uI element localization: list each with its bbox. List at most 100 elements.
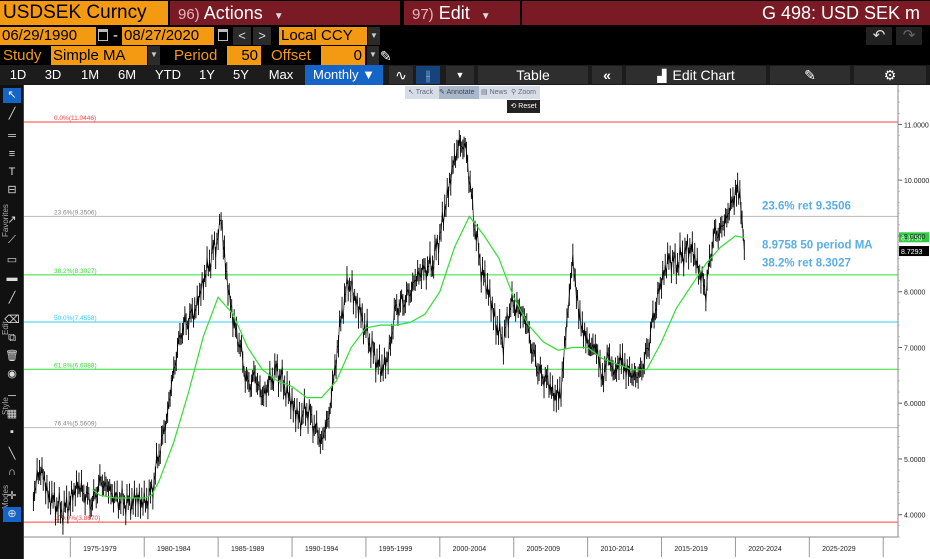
last-value-label: 8.9758: [901, 235, 923, 242]
arrow-tool-icon[interactable]: ↗: [7, 214, 17, 226]
x-period-label: 1995-1999: [379, 546, 413, 553]
color-style-icon[interactable]: ▪: [10, 426, 14, 438]
last-value-box: [899, 246, 929, 257]
fill-style-icon[interactable]: ▦: [6, 408, 18, 420]
prev-period-button[interactable]: <: [233, 27, 251, 45]
chart-type-dropdown-icon[interactable]: ▼: [446, 66, 474, 84]
track-icon: ↖: [408, 89, 414, 96]
annotate-button[interactable]: ✎ Annotate: [439, 86, 479, 99]
news-button[interactable]: ▤ News: [481, 86, 509, 99]
range-1y-button[interactable]: 1Y: [199, 67, 215, 82]
channel-tool-icon[interactable]: ⊟: [7, 184, 17, 196]
moving-average-line: [92, 215, 745, 499]
chart-toolbar: 1D 3D 1M 6M YTD 1Y 5Y Max Monthly ▼ ∿ ⫲ …: [0, 65, 930, 85]
range-6m-button[interactable]: 6M: [117, 67, 137, 82]
reset-icon: ⟲: [510, 103, 517, 110]
pencil-icon[interactable]: ✎: [380, 48, 392, 64]
pointer-tool-icon[interactable]: ↖: [3, 88, 21, 103]
news-label: News: [489, 89, 508, 96]
frequency-dropdown[interactable]: Monthly ▼: [305, 65, 383, 85]
last-value-label: 8.7293: [901, 249, 923, 256]
horizontal-line-tool-icon[interactable]: ═: [8, 130, 16, 142]
line-style-icon[interactable]: ─: [8, 390, 16, 402]
annotate-icon: ✎: [439, 89, 445, 96]
chart-area[interactable]: 0.0%(11.0446) 23.6%(9.3506) 38.2%(8.3027) 5…: [24, 85, 930, 559]
eraser-tool-icon[interactable]: ⌫: [4, 314, 20, 326]
period-field[interactable]: 50: [227, 46, 261, 65]
track-button[interactable]: ↖ Track: [408, 86, 438, 99]
trendline-tool-icon[interactable]: ╱: [8, 108, 16, 120]
copy-tool-icon[interactable]: ⧉: [8, 332, 16, 344]
edit-chart-button[interactable]: ▟ Edit Chart: [626, 66, 766, 84]
calendar-icon[interactable]: [98, 29, 108, 41]
chart-overlay-toolbar: ↖ Track ✎ Annotate ▤ News ⚲ Zoom: [405, 86, 540, 99]
zoom-button[interactable]: ⚲ Zoom: [511, 86, 539, 99]
range-5y-button[interactable]: 5Y: [233, 67, 249, 82]
range-ytd-button[interactable]: YTD: [155, 67, 181, 82]
stamp-tool-icon[interactable]: ◉: [7, 368, 17, 380]
zoom-label: Zoom: [518, 89, 536, 96]
range-3d-button[interactable]: 3D: [44, 67, 62, 82]
x-period-label: 2010-2014: [600, 546, 634, 553]
next-period-button[interactable]: >: [253, 27, 271, 45]
edit-menu-label: Edit: [438, 3, 470, 23]
actions-menu-label: Actions: [203, 3, 263, 23]
annotation-edit-icon[interactable]: ✎: [770, 66, 850, 84]
x-period-label: 2005-2009: [527, 546, 561, 553]
line-chart-icon[interactable]: ∿: [389, 66, 413, 84]
price-line: [33, 137, 745, 527]
table-button[interactable]: Table: [478, 66, 588, 84]
annotate-label: Annotate: [446, 89, 475, 96]
undo-button[interactable]: ↶: [866, 27, 892, 45]
study-bar: Study Simple MA ▼ Period 50 Offset 0 ▼ ✎: [0, 46, 930, 65]
news-icon: ▤: [481, 89, 488, 96]
bar-chart-icon[interactable]: ⫲: [416, 66, 440, 84]
fibonacci-tool-icon[interactable]: ≡: [8, 148, 16, 160]
edit-caret-icon: ▼: [480, 11, 491, 22]
range-max-button[interactable]: Max: [268, 67, 294, 82]
actions-caret-icon: ▼: [273, 11, 284, 22]
actions-menu-number: 96): [178, 6, 200, 23]
reset-zoom-button[interactable]: ⟲ Reset: [507, 100, 540, 113]
range-1m-button[interactable]: 1M: [80, 67, 100, 82]
date-range-bar: 06/29/1990 - 08/27/2020 < > Local CCY ▼ …: [0, 26, 930, 46]
zoom-icon: ⚲: [511, 89, 517, 96]
settings-gear-button[interactable]: ⚙: [854, 66, 926, 84]
end-date-field[interactable]: 08/27/2020: [122, 27, 214, 45]
ticker-field[interactable]: USDSEK Curncy: [0, 1, 168, 25]
edit-menu[interactable]: 97) Edit ▼: [404, 1, 520, 25]
start-date-field[interactable]: 06/29/1990: [0, 27, 96, 45]
x-period-label: 2000-2004: [453, 546, 487, 553]
y-tick-label: 8.0000: [904, 290, 926, 297]
redo-button[interactable]: ↷: [896, 27, 922, 45]
actions-menu[interactable]: 96) Actions ▼: [170, 1, 400, 25]
study-dropdown-icon[interactable]: ▼: [148, 46, 160, 65]
collapse-panel-button[interactable]: «: [592, 66, 622, 84]
snap-mode-icon[interactable]: ⊕: [3, 507, 21, 522]
x-period-label: 1980-1984: [157, 546, 191, 553]
crosshair-mode-icon[interactable]: ✛: [7, 490, 17, 502]
y-tick-label: 6.0000: [904, 401, 926, 408]
offset-label: Offset: [271, 47, 311, 64]
study-field[interactable]: Simple MA: [51, 46, 147, 65]
edit-chart-icon: ▟: [657, 69, 667, 83]
range-1d-button[interactable]: 1D: [9, 67, 27, 82]
delete-tool-icon[interactable]: 🗑: [5, 350, 19, 362]
text-tool-icon[interactable]: T: [8, 166, 16, 178]
y-tick-label: 7.0000: [904, 345, 926, 352]
offset-dropdown-icon[interactable]: ▼: [367, 46, 379, 65]
price-chart[interactable]: 0.0%(11.0446) 23.6%(9.3506) 38.2%(8.3027) 5…: [24, 85, 930, 559]
currency-field[interactable]: Local CCY: [279, 27, 367, 45]
calendar-icon[interactable]: [218, 29, 228, 41]
ellipse-tool-icon[interactable]: ▬: [6, 272, 18, 284]
draw-mode-icon[interactable]: ╲: [8, 448, 16, 460]
offset-field[interactable]: 0: [321, 46, 365, 65]
y-tick-label: 9.0000: [904, 234, 926, 241]
pen-tool-icon[interactable]: ╱: [8, 292, 16, 304]
rectangle-tool-icon[interactable]: ▭: [6, 254, 18, 266]
currency-dropdown-icon[interactable]: ▼: [368, 27, 380, 45]
magnet-mode-icon[interactable]: ∩: [8, 466, 16, 478]
ray-tool-icon[interactable]: ⟋: [8, 234, 16, 246]
period-label: Period: [174, 47, 218, 64]
